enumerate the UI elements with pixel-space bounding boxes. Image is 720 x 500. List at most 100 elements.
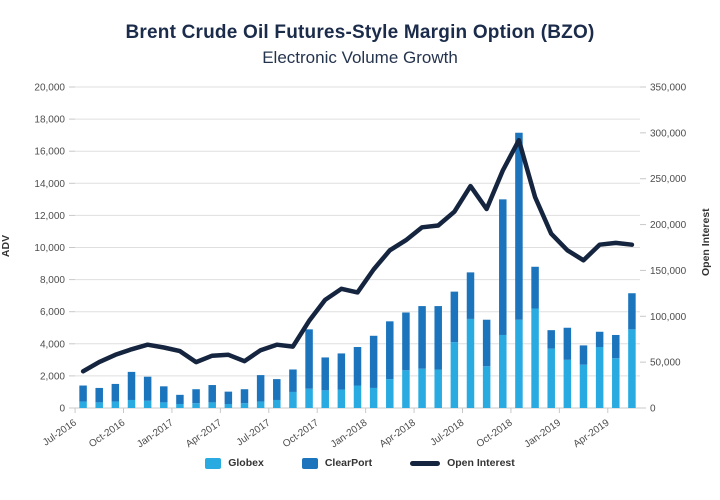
globex-bar-segment bbox=[127, 399, 136, 408]
chart-title: Brent Crude Oil Futures-Style Margin Opt… bbox=[125, 22, 595, 43]
clearport-bar-segment bbox=[127, 371, 136, 400]
clearport-bar-segment bbox=[224, 391, 233, 404]
globex-bar-segment bbox=[305, 388, 313, 408]
clearport-bar-segment bbox=[466, 272, 475, 319]
clearport-bar-segment bbox=[111, 383, 120, 402]
globex-bar-segment bbox=[595, 347, 604, 408]
open-interest-line bbox=[80, 137, 635, 374]
right-axis-tick-label: 250,000 bbox=[650, 174, 687, 185]
globex-bar-segment bbox=[192, 403, 200, 408]
legend-label-globex: Globex bbox=[228, 457, 264, 469]
globex-bar-segment bbox=[531, 308, 539, 408]
right-axis-tick-label: 0 bbox=[650, 404, 656, 415]
globex-bar-segment bbox=[337, 389, 346, 408]
clearport-bar-segment bbox=[369, 335, 378, 388]
globex-bar-segment bbox=[402, 370, 410, 408]
clearport-bar-segment bbox=[160, 386, 168, 403]
clearport-bar-segment bbox=[515, 132, 523, 320]
globex-bar-segment bbox=[208, 402, 216, 408]
x-axis-tick-label: Oct-2016 bbox=[87, 417, 127, 450]
globex-bar-segment bbox=[176, 403, 184, 408]
right-axis-tick-label: 300,000 bbox=[650, 128, 687, 139]
legend-item-open-interest: Open Interest bbox=[410, 457, 515, 469]
x-axis-tick-label: Apr-2017 bbox=[184, 417, 224, 450]
legend-item-globex: Globex bbox=[205, 457, 264, 469]
clearport-bar-segment bbox=[628, 293, 636, 330]
clearport-bar-segment bbox=[482, 319, 491, 367]
globex-bar-segment bbox=[143, 400, 152, 408]
clearport-bar-segment bbox=[321, 357, 329, 391]
legend-item-clearport: ClearPort bbox=[301, 457, 373, 469]
left-axis-tick-label: 18,000 bbox=[34, 115, 65, 126]
globex-bar-segment bbox=[224, 403, 233, 408]
open-interest-line-swatch-icon bbox=[410, 460, 441, 466]
globex-bar-segment bbox=[256, 401, 265, 408]
clearport-bar-segment bbox=[208, 385, 216, 403]
clearport-bar-segment bbox=[273, 379, 281, 400]
globex-bar-segment bbox=[418, 368, 426, 408]
clearport-bar-segment bbox=[386, 321, 394, 380]
clearport-bar-segment bbox=[450, 291, 459, 343]
x-axis-tick-label: Oct-2017 bbox=[281, 417, 321, 450]
x-axis-tick-label: Oct-2018 bbox=[475, 417, 515, 450]
clearport-bar-segment bbox=[402, 312, 410, 371]
clearport-bar-segment bbox=[256, 375, 265, 402]
left-axis-tick-label: 10,000 bbox=[34, 243, 65, 254]
left-axis-tick-label: 0 bbox=[59, 404, 65, 415]
right-axis-tick-label: 50,000 bbox=[650, 358, 681, 369]
clearport-bar-segment bbox=[95, 387, 103, 403]
right-axis-tick-label: 150,000 bbox=[650, 266, 687, 277]
globex-bar-segment bbox=[240, 403, 249, 408]
x-axis-tick-label: Jan-2019 bbox=[523, 417, 564, 450]
globex-bar-segment bbox=[482, 366, 491, 408]
globex-swatch-icon bbox=[205, 457, 222, 469]
left-axis-tick-label: 6,000 bbox=[40, 307, 65, 318]
globex-bar-segment bbox=[289, 391, 297, 408]
clearport-bar-segment bbox=[434, 306, 442, 370]
right-axis-tick-label: 200,000 bbox=[650, 220, 687, 231]
clearport-bar-segment bbox=[579, 345, 588, 365]
globex-bar-segment bbox=[386, 379, 394, 408]
legend-label-clearport: ClearPort bbox=[324, 457, 373, 469]
globex-bar-segment bbox=[612, 358, 620, 408]
x-axis-tick-label: Jul-2016 bbox=[41, 417, 79, 448]
clearport-bar-segment bbox=[79, 385, 87, 402]
globex-bar-segment bbox=[563, 359, 572, 408]
clearport-bar-segment bbox=[531, 266, 539, 309]
x-axis-tick-label: Jul-2018 bbox=[428, 417, 466, 448]
globex-bar-segment bbox=[579, 364, 588, 408]
clearport-bar-segment bbox=[612, 334, 620, 359]
clearport-bar-segment bbox=[337, 353, 346, 390]
globex-bar-segment bbox=[466, 318, 475, 408]
legend-label-open-interest: Open Interest bbox=[447, 457, 515, 469]
globex-bar-segment bbox=[79, 401, 87, 408]
globex-bar-segment bbox=[499, 334, 507, 408]
x-axis-tick-label: Jan-2017 bbox=[135, 417, 176, 450]
globex-bar-segment bbox=[515, 319, 523, 408]
globex-bar-segment bbox=[321, 390, 329, 408]
globex-bar-segment bbox=[95, 402, 103, 408]
clearport-bar-segment bbox=[353, 347, 362, 386]
globex-bar-segment bbox=[160, 402, 168, 408]
x-axis-tick-label: Apr-2019 bbox=[571, 417, 611, 450]
x-axis-tick-label: Jan-2018 bbox=[329, 417, 370, 450]
globex-bar-segment bbox=[434, 369, 442, 408]
chart-subtitle: Electronic Volume Growth bbox=[262, 48, 458, 67]
clearport-bar-segment bbox=[563, 327, 572, 360]
right-axis-tick-label: 350,000 bbox=[650, 83, 687, 94]
left-axis-tick-label: 8,000 bbox=[40, 275, 65, 286]
clearport-bar-segment bbox=[143, 376, 152, 401]
clearport-bar-segment bbox=[240, 389, 249, 404]
left-axis-tick-label: 14,000 bbox=[34, 179, 65, 190]
left-axis-tick-label: 12,000 bbox=[34, 211, 65, 222]
clearport-bar-segment bbox=[176, 394, 184, 404]
x-axis-tick-label: Jul-2017 bbox=[235, 417, 273, 448]
clearport-bar-segment bbox=[289, 369, 297, 392]
globex-bar-segment bbox=[369, 387, 378, 408]
clearport-bar-segment bbox=[547, 330, 555, 349]
globex-bar-segment bbox=[111, 401, 120, 408]
left-axis-tick-label: 16,000 bbox=[34, 147, 65, 158]
clearport-bar-segment bbox=[192, 389, 200, 404]
